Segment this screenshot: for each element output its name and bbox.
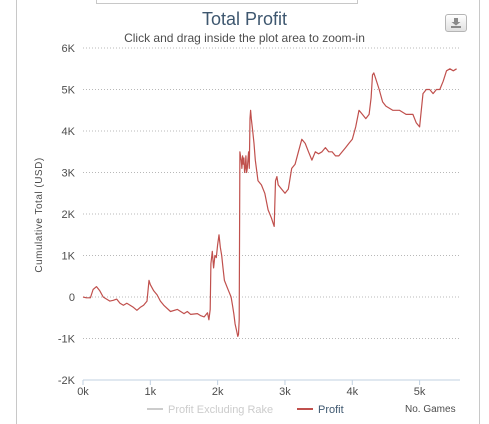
legend-label-profit-excluding-rake: Profit Excluding Rake [168,404,273,416]
chart-frame [16,0,480,424]
chart-subtitle: Click and drag inside the plot area to z… [124,31,365,45]
top-panel-edge [96,0,358,4]
download-icon [451,18,461,28]
legend-label-profit: Profit [318,404,344,416]
chart-title: Total Profit [201,9,288,29]
legend-item-profit-excluding-rake[interactable]: Profit Excluding Rake [147,404,273,416]
export-button[interactable] [445,14,467,32]
legend: Profit Excluding Rake Profit [147,404,344,416]
legend-item-profit[interactable]: Profit [297,404,344,416]
